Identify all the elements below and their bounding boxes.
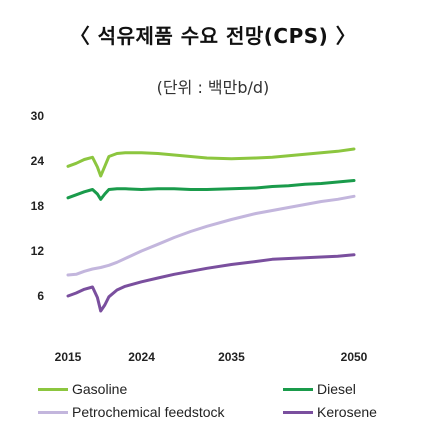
series-line-gasoline: [66, 147, 356, 178]
legend-swatch-diesel: [283, 387, 313, 391]
legend-item-gasoline: Gasoline: [38, 381, 127, 397]
series-line-kerosene: [66, 253, 356, 313]
legend-label-kerosene: Kerosene: [317, 404, 377, 420]
series-line-petrochemical-feedstock: [66, 194, 356, 277]
legend-label-gasoline: Gasoline: [72, 381, 128, 397]
y-tick-label: 30: [31, 109, 45, 123]
legend-label-diesel: Diesel: [317, 381, 356, 397]
chart-title: 〈 석유제품 수요 전망(CPS) 〉: [69, 24, 357, 48]
y-tick-label: 12: [31, 244, 45, 258]
legend-swatch-kerosene: [283, 410, 313, 414]
series-lines: [66, 147, 356, 313]
y-tick-label: 24: [31, 154, 45, 168]
legend-swatch-petrochemical: [38, 410, 68, 414]
x-axis-ticks: 2015 2024 2035 2050: [55, 350, 368, 364]
series-line-diesel: [66, 179, 356, 201]
x-tick-label: 2015: [55, 350, 82, 364]
y-axis-ticks: 30 24 18 12 6: [31, 109, 45, 303]
y-tick-label: 18: [31, 199, 45, 213]
unit-label: (단위 : 백만b/d): [156, 78, 270, 97]
legend-item-petrochemical: Petrochemical feedstock: [38, 404, 225, 420]
x-tick-label: 2035: [218, 350, 245, 364]
x-tick-label: 2050: [341, 350, 368, 364]
legend: Gasoline Diesel Petrochemical feedstock …: [0, 378, 426, 428]
legend-item-diesel: Diesel: [283, 381, 356, 397]
legend-label-petrochemical: Petrochemical feedstock: [72, 404, 225, 420]
x-tick-label: 2024: [128, 350, 155, 364]
legend-item-kerosene: Kerosene: [283, 404, 377, 420]
legend-swatch-gasoline: [38, 387, 68, 391]
y-tick-label: 6: [37, 289, 44, 303]
